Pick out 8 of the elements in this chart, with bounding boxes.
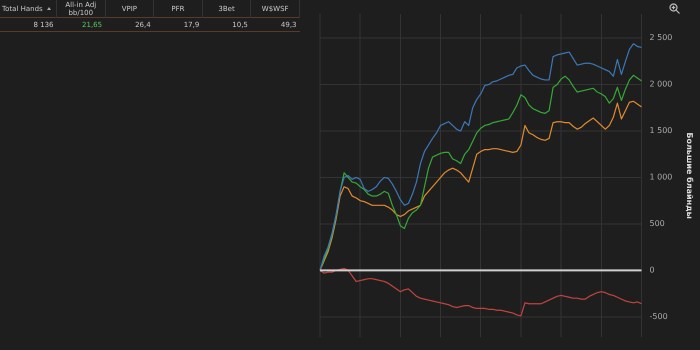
y-tick-label: 1 500 <box>650 126 672 136</box>
y-tick-label: 0 <box>650 265 655 274</box>
y-tick-label: 2 000 <box>650 80 672 89</box>
y-axis-title: Большие блайнды <box>685 132 694 219</box>
y-tick-label: 2 500 <box>650 33 672 42</box>
y-tick-label: 500 <box>650 218 665 228</box>
y-tick-label: -500 <box>650 312 668 321</box>
y-tick-label: 1 000 <box>650 172 672 182</box>
